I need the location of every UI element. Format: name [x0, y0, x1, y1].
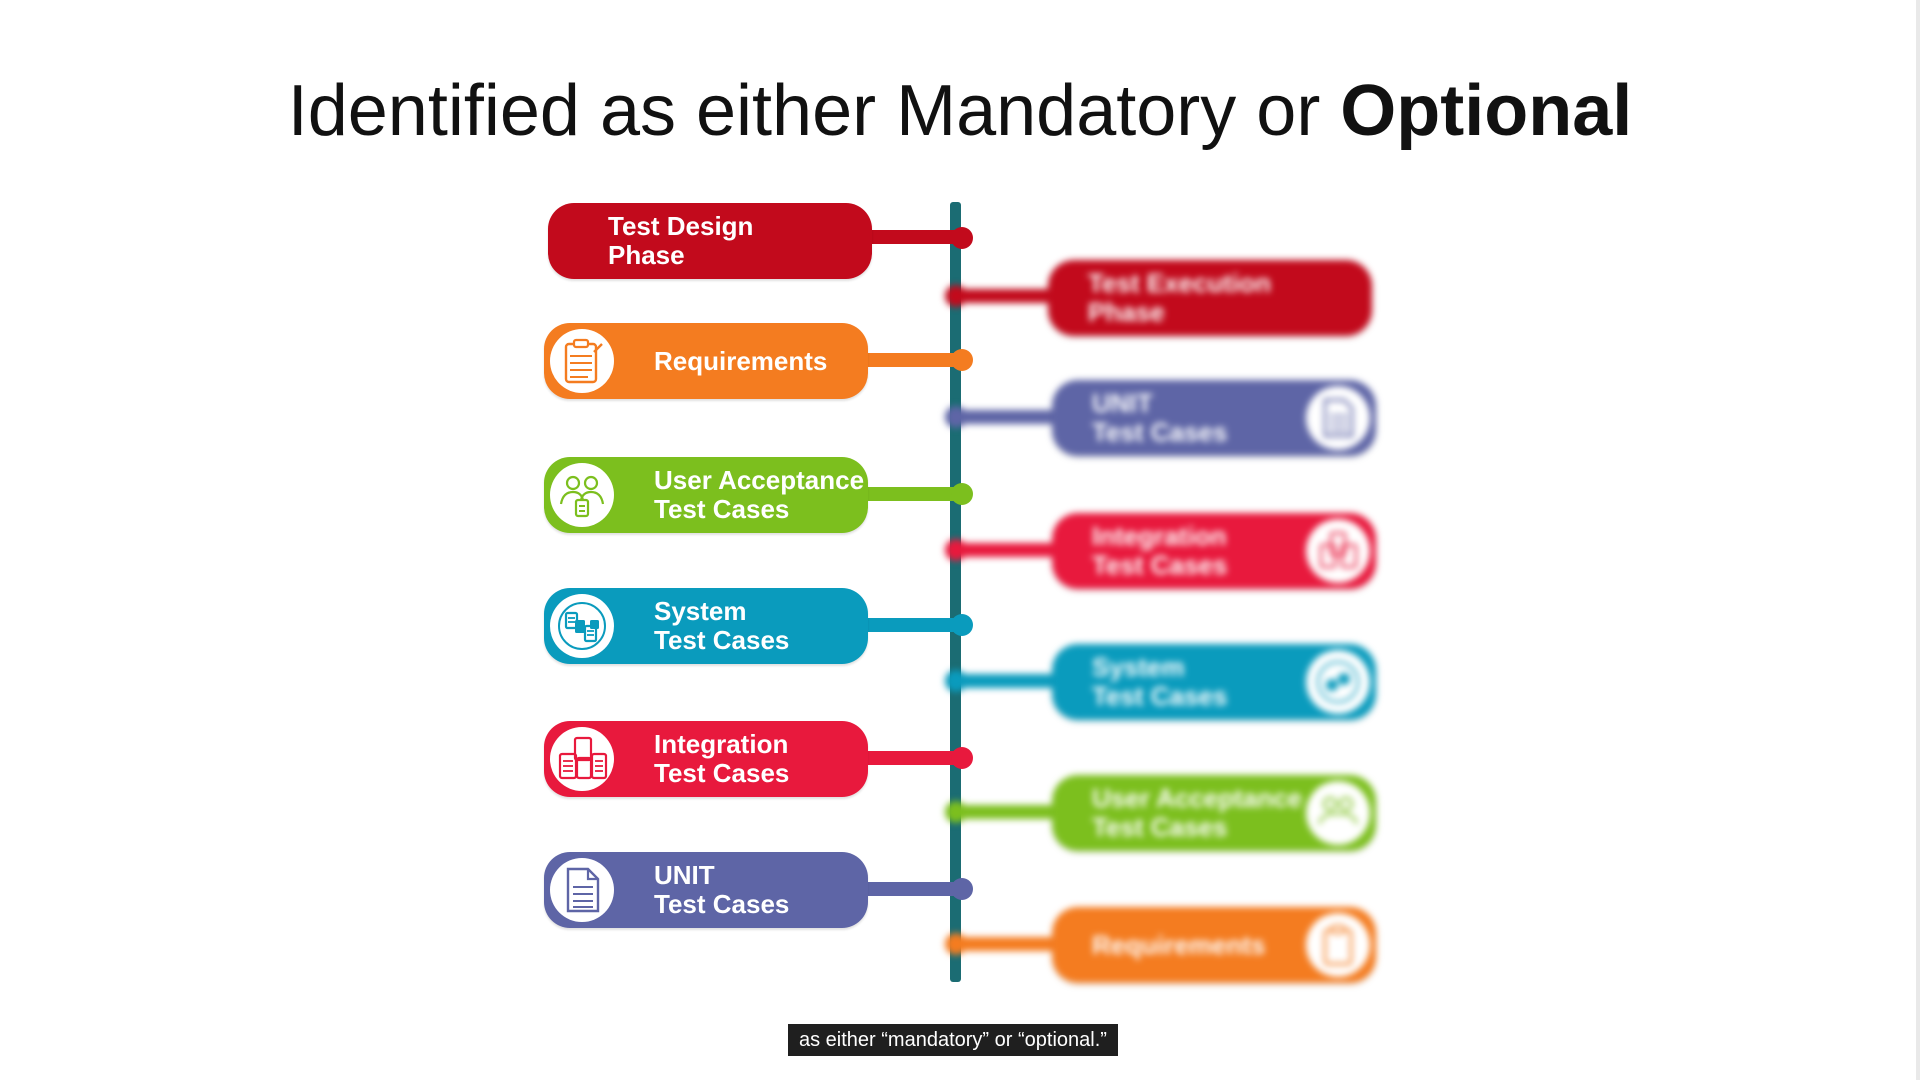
video-caption: as either “mandatory” or “optional.”: [788, 1024, 1118, 1056]
pill-label: Test Design Phase: [608, 211, 754, 270]
window-edge: [1916, 0, 1920, 1080]
documents-icon: [550, 727, 614, 791]
right-item-unit: UNIT Test Cases: [1052, 380, 1376, 456]
connector-dot: [945, 539, 967, 561]
timeline-spine: [950, 202, 961, 982]
pill-label: System Test Cases: [654, 596, 790, 655]
left-item-unit: UNIT Test Cases: [544, 852, 868, 928]
pill-label: User Acceptance Test Cases: [1092, 783, 1303, 842]
document-icon: [1306, 386, 1370, 450]
connector-line: [866, 751, 956, 765]
clipboard-icon: [550, 329, 614, 393]
connector-line: [866, 353, 956, 367]
left-item-integration: Integration Test Cases: [544, 721, 868, 797]
pill-label: UNIT Test Cases: [1092, 388, 1228, 447]
left-item-user-acceptance: User Acceptance Test Cases: [544, 457, 868, 533]
system-icon: [1306, 650, 1370, 714]
left-item-system: System Test Cases: [544, 588, 868, 664]
pill-label: Requirements: [654, 345, 828, 376]
connector-dot: [945, 406, 967, 428]
title-bold: Optional: [1340, 71, 1633, 151]
documents-icon: [1306, 519, 1370, 583]
connector-dot: [951, 747, 973, 769]
right-item-requirements: Requirements: [1052, 907, 1376, 983]
pill-label: Integration Test Cases: [1092, 521, 1228, 580]
document-icon: [550, 858, 614, 922]
system-icon: [550, 594, 614, 658]
pill-label: Integration Test Cases: [654, 729, 790, 788]
connector-line: [866, 487, 956, 501]
title-regular: Identified as either Mandatory or: [287, 71, 1341, 151]
connector-dot: [945, 670, 967, 692]
clipboard-icon: [1306, 913, 1370, 977]
connector-line: [955, 543, 1055, 557]
users-icon: [550, 463, 614, 527]
connector-line: [955, 289, 1050, 303]
connector-dot: [951, 483, 973, 505]
connector-line: [870, 230, 956, 244]
left-item-requirements: Requirements: [544, 323, 868, 399]
right-header-test-execution-phase: Test Execution Phase: [1048, 260, 1372, 336]
connector-line: [955, 410, 1055, 424]
connector-dot: [951, 614, 973, 636]
users-icon: [1306, 781, 1370, 845]
connector-line: [955, 937, 1055, 951]
right-item-integration: Integration Test Cases: [1052, 513, 1376, 589]
connector-dot: [951, 227, 973, 249]
pill-label: User Acceptance Test Cases: [654, 465, 865, 524]
pill-label: Requirements: [1092, 929, 1266, 960]
right-item-system: System Test Cases: [1052, 644, 1376, 720]
left-header-test-design-phase: Test Design Phase: [548, 203, 872, 279]
connector-dot: [951, 349, 973, 371]
connector-dot: [951, 878, 973, 900]
connector-line: [866, 882, 956, 896]
slide-title: Identified as either Mandatory or Option…: [0, 70, 1920, 152]
pill-label: UNIT Test Cases: [654, 860, 790, 919]
pill-label: Test Execution Phase: [1088, 268, 1272, 327]
pill-label: System Test Cases: [1092, 652, 1228, 711]
connector-line: [866, 618, 956, 632]
connector-dot: [945, 801, 967, 823]
connector-line: [955, 674, 1055, 688]
right-item-user-acceptance: User Acceptance Test Cases: [1052, 775, 1376, 851]
connector-line: [955, 805, 1055, 819]
connector-dot: [945, 933, 967, 955]
connector-dot: [945, 285, 967, 307]
